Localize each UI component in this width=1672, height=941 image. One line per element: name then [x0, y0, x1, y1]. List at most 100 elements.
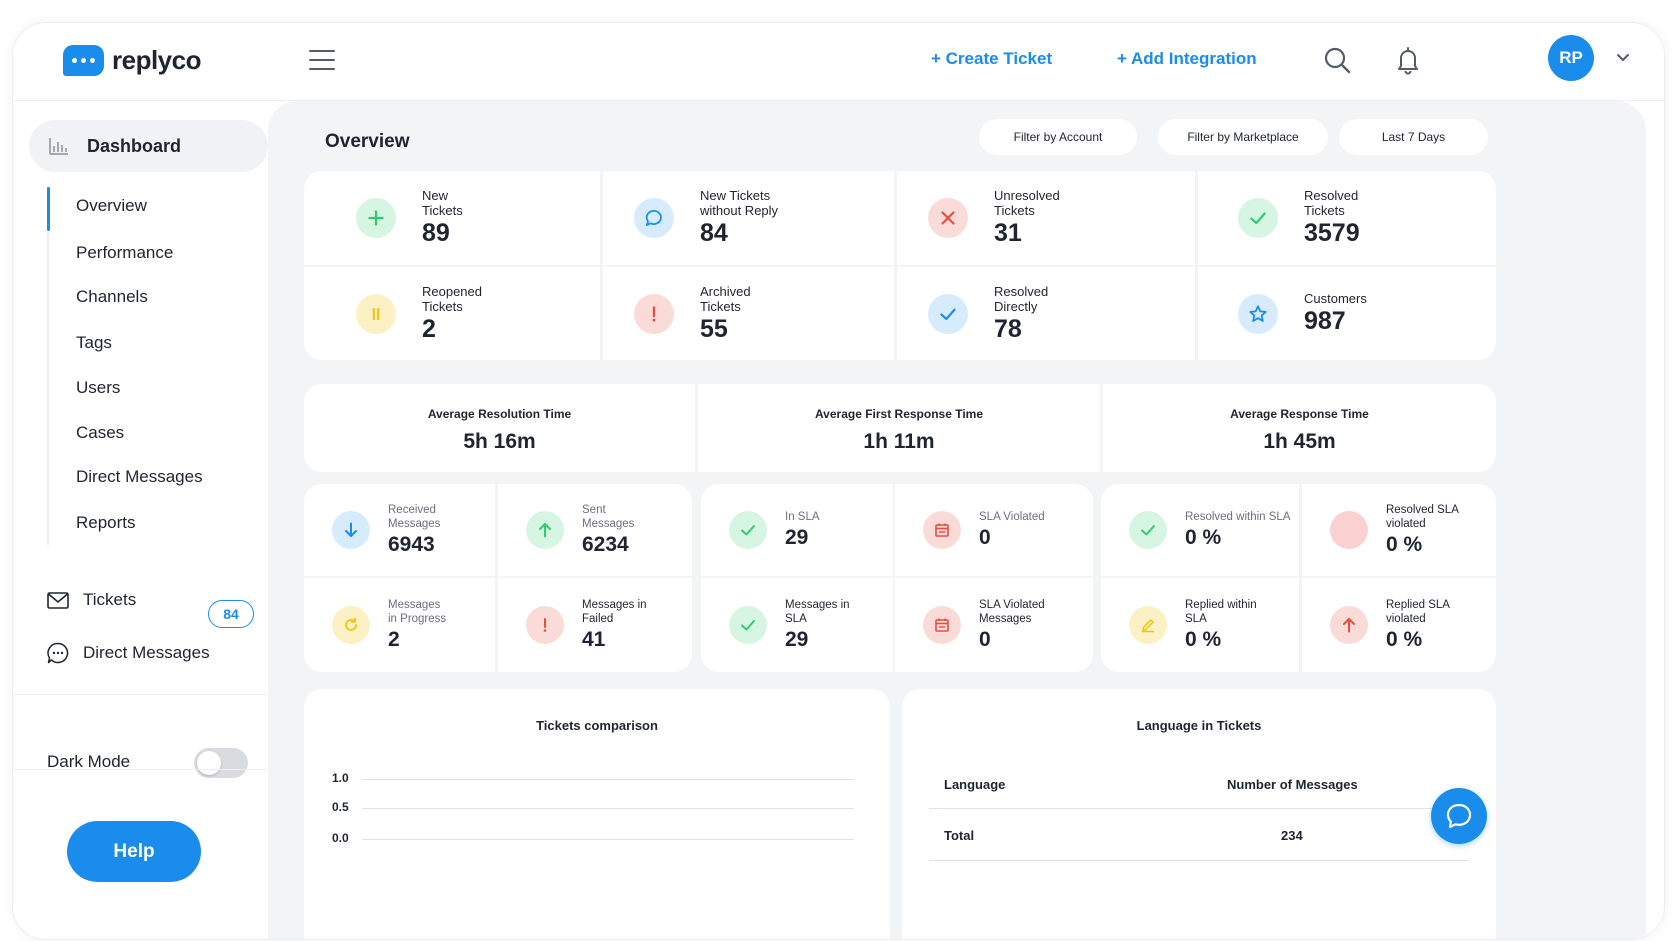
- chart-gridline: [362, 839, 854, 840]
- sub-nav-tags[interactable]: Tags: [76, 333, 112, 352]
- avg-response-value: 1h 45m: [1263, 430, 1336, 453]
- main-content: Overview Filter by Account Filter by Mar…: [268, 101, 1646, 939]
- stat-label: Reopened Tickets: [422, 283, 482, 314]
- chat-support-button[interactable]: [1431, 788, 1487, 844]
- stat-label: Resolved Directly: [994, 283, 1049, 314]
- message-stat-card: SLA Violated 0: [895, 484, 1093, 576]
- tickets-comparison-title: Tickets comparison: [536, 718, 658, 733]
- stat-value: 31: [994, 219, 1022, 247]
- language-panel: Language in Tickets Language Number of M…: [902, 689, 1496, 939]
- stat-icon-badge: [1129, 511, 1167, 549]
- message-stat-card: Resolved SLA violated 0 %: [1302, 484, 1496, 576]
- stat-text: Messages in Progress 2: [388, 598, 446, 653]
- table-divider: [929, 860, 1469, 861]
- stat-label: Replied SLA violated: [1386, 598, 1450, 625]
- chat-dots-icon: [47, 642, 69, 664]
- bar-chart-icon: [49, 138, 68, 155]
- stat-icon-badge: [634, 293, 674, 334]
- sub-nav-reports[interactable]: Reports: [76, 513, 136, 532]
- check-icon: [1141, 525, 1155, 536]
- create-ticket-link[interactable]: + Create Ticket: [931, 49, 1053, 68]
- brand-logo[interactable]: replyco: [63, 45, 202, 76]
- app-window: replyco + Create Ticket + Add Integratio…: [12, 22, 1665, 940]
- stat-text: Sent Messages 6234: [582, 503, 634, 558]
- avg-resolution-value: 5h 16m: [463, 430, 536, 453]
- sidebar-item-label: Tickets: [83, 590, 137, 609]
- message-stat-card: Received Messages 6943: [304, 484, 495, 576]
- stat-icon-badge: [356, 293, 396, 334]
- sub-nav-cases[interactable]: Cases: [76, 423, 125, 442]
- stat-value: 0 %: [1386, 627, 1423, 651]
- stat-label: Resolved Tickets: [1304, 188, 1359, 218]
- stat-label: Unresolved Tickets: [994, 188, 1060, 218]
- ticket-stat-card: Resolved Directly 78: [897, 267, 1195, 360]
- sub-nav-channels[interactable]: Channels: [76, 287, 148, 306]
- menu-icon[interactable]: [309, 50, 335, 70]
- stat-label: Archived Tickets: [700, 283, 751, 314]
- chart-gridline: [362, 808, 854, 809]
- stat-label: Resolved within SLA: [1185, 510, 1291, 523]
- stat-value: 987: [1304, 307, 1346, 335]
- stat-text: SLA Violated 0: [979, 510, 1045, 551]
- add-integration-link[interactable]: + Add Integration: [1117, 49, 1257, 68]
- stat-icon-badge: [356, 198, 396, 238]
- sub-nav-users[interactable]: Users: [76, 378, 121, 397]
- search-icon[interactable]: [1322, 45, 1352, 75]
- stat-icon-badge: [526, 511, 564, 549]
- stat-icon-badge: [634, 198, 674, 238]
- tickets-comparison-panel: Tickets comparison 1.0 0.5 0.0: [304, 689, 890, 939]
- calendar-icon: [935, 618, 949, 632]
- message-stat-card: Replied SLA violated 0 %: [1302, 578, 1496, 672]
- stat-text: Archived Tickets 55: [700, 284, 751, 344]
- stat-icon-badge: [923, 511, 961, 549]
- stat-value: 0: [979, 627, 991, 651]
- sidebar-item-direct-messages[interactable]: Direct Messages: [47, 642, 210, 664]
- pause-icon: [372, 307, 380, 320]
- message-stat-card: Resolved within SLA 0 %: [1101, 484, 1299, 576]
- stat-text: Unresolved Tickets 31: [994, 188, 1060, 248]
- sub-nav-performance[interactable]: Performance: [76, 243, 174, 262]
- stat-value: 0 %: [1185, 627, 1222, 651]
- dark-mode-toggle[interactable]: [194, 748, 248, 778]
- tickets-count-badge: 84: [208, 600, 254, 628]
- stat-text: Messages in Failed 41: [582, 598, 647, 653]
- sidebar-item-tickets[interactable]: Tickets: [47, 590, 136, 610]
- chevron-down-icon[interactable]: [1615, 50, 1631, 66]
- user-avatar[interactable]: RP: [1548, 35, 1594, 81]
- stat-icon-badge: [332, 511, 370, 549]
- stat-text: SLA Violated Messages 0: [979, 598, 1045, 653]
- check-icon: [741, 525, 755, 536]
- sidebar-item-dashboard[interactable]: Dashboard: [29, 120, 268, 172]
- stat-text: Resolved within SLA 0 %: [1185, 510, 1290, 551]
- stat-value: 6234: [582, 532, 629, 556]
- stat-label: SLA Violated Messages: [979, 598, 1045, 625]
- bell-icon[interactable]: [1393, 45, 1423, 75]
- filter-marketplace-button[interactable]: Filter by Marketplace: [1158, 119, 1328, 155]
- stat-icon-badge: [332, 606, 370, 644]
- plus-icon: [368, 210, 384, 226]
- stat-value: 89: [422, 219, 450, 247]
- stat-label: Received Messages: [388, 503, 441, 530]
- stat-label: Sent Messages: [582, 503, 635, 530]
- chat-bubble-icon: [645, 209, 662, 227]
- sub-nav-overview[interactable]: Overview: [76, 196, 147, 215]
- arrow-up-icon: [1343, 618, 1355, 633]
- sidebar: Dashboard Overview Performance Channels …: [13, 101, 268, 939]
- stat-text: Resolved Tickets 3579: [1304, 188, 1360, 248]
- filter-account-button[interactable]: Filter by Account: [979, 119, 1137, 155]
- stat-label: SLA Violated: [979, 510, 1045, 523]
- x-icon: [941, 211, 955, 225]
- avg-response-label: Average Response Time: [1230, 407, 1369, 421]
- date-range-button[interactable]: Last 7 Days: [1339, 119, 1488, 155]
- stat-value: 55: [700, 314, 728, 343]
- avg-response-card: Average Response Time 1h 45m: [1103, 384, 1496, 472]
- help-button[interactable]: Help: [67, 821, 201, 882]
- sub-nav-direct-messages[interactable]: Direct Messages: [76, 467, 203, 486]
- chat-bubble-icon: [1446, 803, 1472, 829]
- sidebar-item-label: Dashboard: [87, 135, 182, 156]
- sub-nav-line: [47, 187, 49, 545]
- stat-value: 0 %: [1386, 532, 1423, 556]
- chart-gridline: [362, 779, 854, 780]
- stat-text: Replied within SLA 0 %: [1185, 598, 1257, 653]
- ticket-stat-card: New Tickets without Reply 84: [603, 171, 894, 265]
